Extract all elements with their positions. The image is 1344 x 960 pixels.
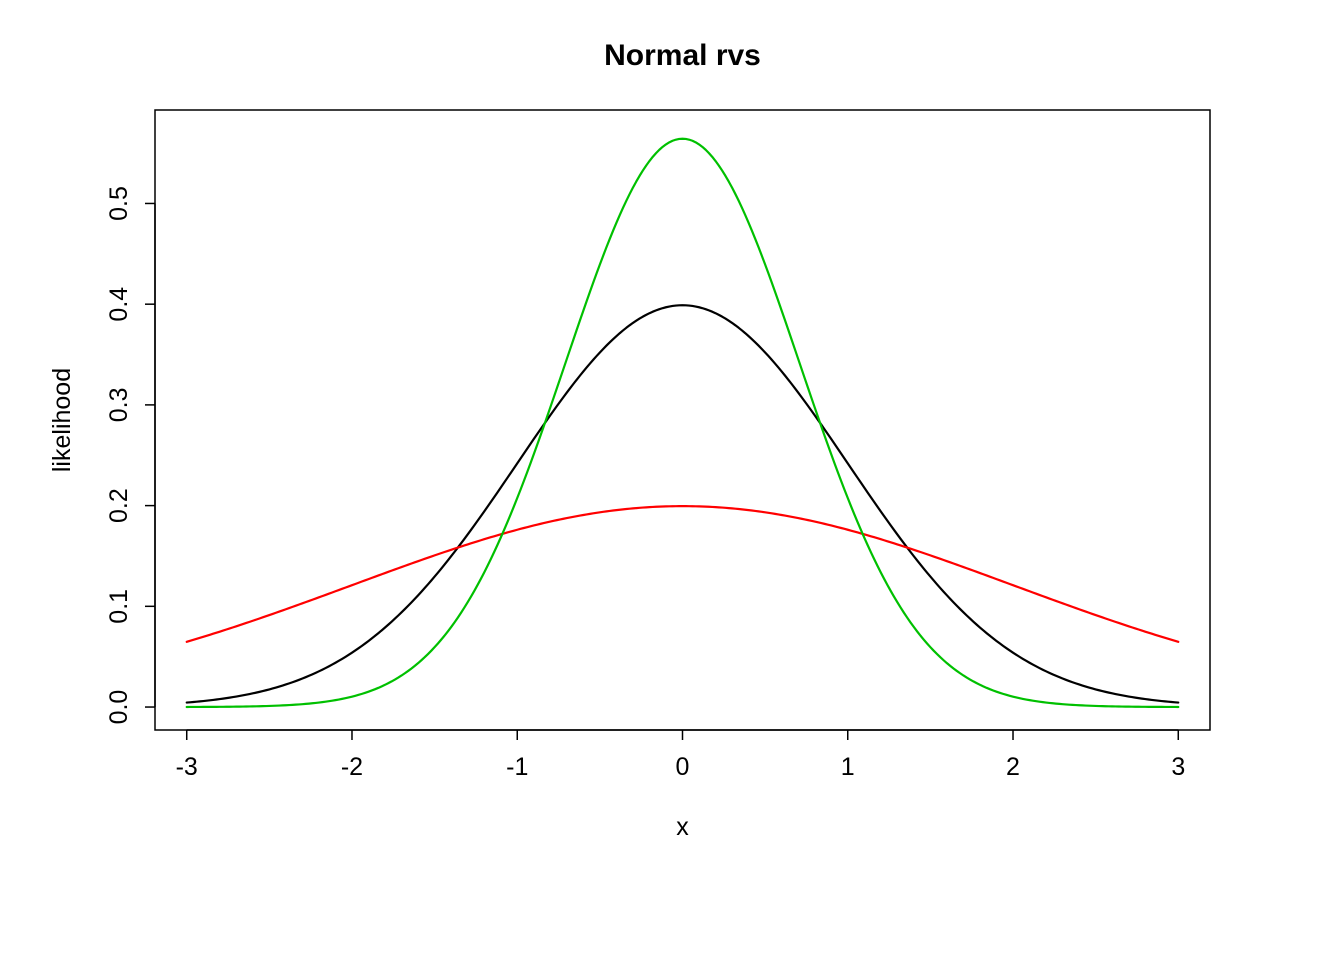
x-tick-label: -2 [341, 753, 363, 781]
normal-rvs-chart: Normal rvs -3 -2 -1 0 1 2 3 x 0.0 0.1 0.2 0.3 0.4 0.5 l… [0, 0, 1344, 960]
y-tick-label: 0.0 [105, 690, 133, 725]
x-tick-label: 0 [676, 753, 690, 781]
x-tick-label: 3 [1171, 753, 1185, 781]
y-axis-label: likelihood [48, 368, 76, 472]
chart-container: Normal rvs -3 -2 -1 0 1 2 3 x 0.0 0.1 0.2 0.3 0.4 0.5 l… [0, 0, 1344, 960]
y-tick-label: 0.4 [105, 287, 133, 322]
x-tick-label: 2 [1006, 753, 1020, 781]
y-tick-label: 0.3 [105, 388, 133, 423]
y-tick-label: 0.1 [105, 589, 133, 624]
x-axis-label: x [676, 813, 689, 841]
x-tick-label: -3 [176, 753, 198, 781]
chart-title: Normal rvs [604, 39, 761, 72]
x-tick-label: 1 [841, 753, 855, 781]
chart-background [0, 0, 1344, 960]
y-tick-label: 0.2 [105, 488, 133, 523]
x-tick-label: -1 [506, 753, 528, 781]
y-tick-label: 0.5 [105, 186, 133, 221]
